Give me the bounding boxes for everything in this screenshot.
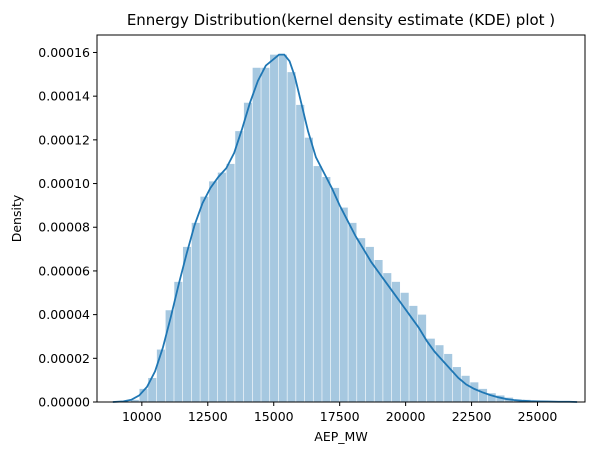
histogram-bar xyxy=(226,163,235,402)
histogram-bar xyxy=(156,349,165,402)
histogram-bar xyxy=(383,273,392,402)
histogram-bar xyxy=(418,314,427,402)
histogram-bar xyxy=(400,292,409,402)
x-tick-label: 15000 xyxy=(254,409,294,424)
chart-title: Ennergy Distribution(kernel density esti… xyxy=(127,11,555,29)
x-tick-label: 20000 xyxy=(386,409,426,424)
y-tick-label: 0.00004 xyxy=(38,307,90,322)
histogram-bar xyxy=(322,176,331,402)
histogram-bar xyxy=(348,222,357,402)
histogram-bar xyxy=(365,246,374,402)
y-axis-label: Density xyxy=(9,194,24,242)
histogram-bar xyxy=(487,393,496,402)
kde-curve xyxy=(112,53,578,403)
histogram-bar xyxy=(139,388,148,402)
histogram-bar xyxy=(426,338,435,402)
y-tick-label: 0.00010 xyxy=(38,176,90,191)
histogram-bar xyxy=(496,395,505,402)
histogram-bar xyxy=(470,382,479,402)
histogram-bar xyxy=(313,166,322,402)
histogram-bar xyxy=(252,67,261,403)
y-tick-label: 0.00008 xyxy=(38,220,90,235)
histogram-bar xyxy=(148,377,157,402)
histogram-bar xyxy=(191,222,200,402)
histogram-bar xyxy=(165,310,174,402)
histogram-bar xyxy=(357,238,366,402)
histogram-bar xyxy=(243,102,253,402)
y-tick-label: 0.00016 xyxy=(38,45,90,60)
histogram-bar xyxy=(174,281,183,402)
histogram-bar xyxy=(478,388,488,402)
histogram-bar xyxy=(374,260,383,402)
y-tick-label: 0.00014 xyxy=(38,89,90,104)
histogram-bar xyxy=(130,399,139,402)
y-tick-label: 0.00000 xyxy=(38,395,90,410)
histogram-bar xyxy=(235,131,244,402)
histogram-bar xyxy=(278,54,287,402)
x-tick-label: 25000 xyxy=(518,409,558,424)
x-tick-label: 17500 xyxy=(320,409,360,424)
histogram-bar xyxy=(261,67,270,403)
y-tick-label: 0.00002 xyxy=(38,351,90,366)
x-axis-ticks: 10000 12500 15000 17500 20000 22500 25000 xyxy=(122,402,557,424)
x-tick-label: 10000 xyxy=(122,409,162,424)
x-axis-label: AEP_MW xyxy=(314,429,367,444)
histogram-bar xyxy=(209,181,218,402)
y-tick-label: 0.00006 xyxy=(38,263,90,278)
x-tick-label: 22500 xyxy=(452,409,492,424)
histogram-bar xyxy=(339,207,348,402)
histogram-bar xyxy=(444,353,453,402)
histogram-bar xyxy=(391,281,401,402)
histogram-bar xyxy=(287,72,296,402)
histogram-bar xyxy=(461,375,470,402)
histogram-bar xyxy=(409,305,418,402)
histogram-bar xyxy=(296,104,305,403)
histogram-bar xyxy=(182,246,192,402)
histogram-bar xyxy=(435,345,444,402)
histogram-bar xyxy=(217,172,226,402)
histogram-bar xyxy=(270,54,279,402)
histogram-bar xyxy=(452,367,461,402)
histogram-bar xyxy=(330,187,340,402)
y-axis-ticks: 0.00000 0.00002 0.00004 0.00006 0.00008 0.000… xyxy=(38,45,97,410)
histogram-bar xyxy=(200,196,209,402)
histogram-bar xyxy=(304,137,313,403)
y-tick-label: 0.00012 xyxy=(38,132,90,147)
histogram-bars xyxy=(130,54,540,403)
plot-frame xyxy=(96,34,586,403)
x-tick-label: 12500 xyxy=(188,409,228,424)
